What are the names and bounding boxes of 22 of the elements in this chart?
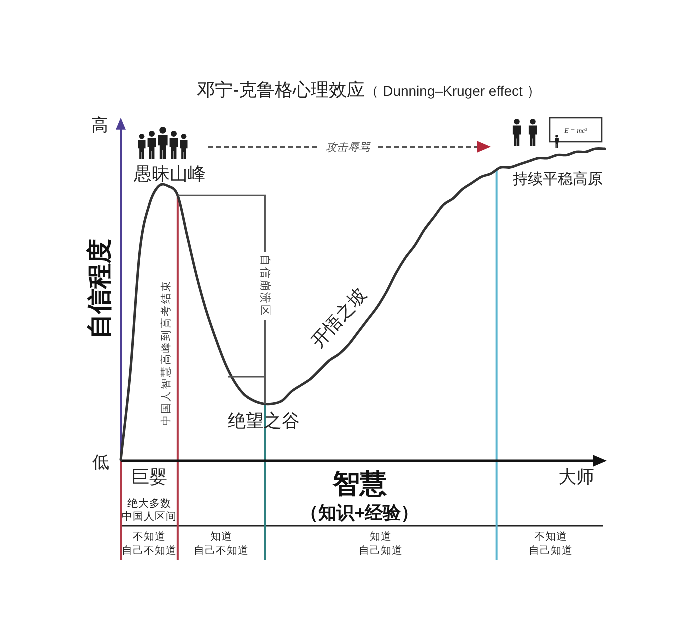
annotation: 中国人智慧高峰到高考结束 xyxy=(161,280,172,426)
ylabel: 自信程度 xyxy=(86,239,114,339)
annotation: 自信崩溃区 xyxy=(259,254,272,318)
annotation: 持续平稳高原 xyxy=(513,171,603,188)
annotation: 不知道 xyxy=(534,532,568,543)
annotation: 愚昧山峰 xyxy=(134,164,206,184)
annotation: 开悟之坡 xyxy=(307,284,371,352)
annotation: 中国人区间 xyxy=(122,511,177,523)
annotation: 知道 xyxy=(210,532,233,543)
annotation: 知道 xyxy=(370,532,392,543)
annotation: （知识+经验） xyxy=(300,503,420,523)
annotation: 自己知道 xyxy=(359,546,404,557)
annotation: 自己知道 xyxy=(528,546,573,557)
annotation: 攻击辱骂 xyxy=(326,142,370,154)
annotation: 绝大多数 xyxy=(127,498,172,510)
annotation: 高 xyxy=(92,116,108,135)
xlabel: 智慧 xyxy=(333,469,387,499)
annotation: 自己不知道 xyxy=(194,546,250,557)
annotation: 低 xyxy=(92,453,110,472)
title: 邓宁-克鲁格心理效应（ Dunning–Kruger effect ） xyxy=(197,80,541,100)
annotation: 不知道 xyxy=(132,532,166,543)
annotation: 自己不知道 xyxy=(122,546,177,557)
